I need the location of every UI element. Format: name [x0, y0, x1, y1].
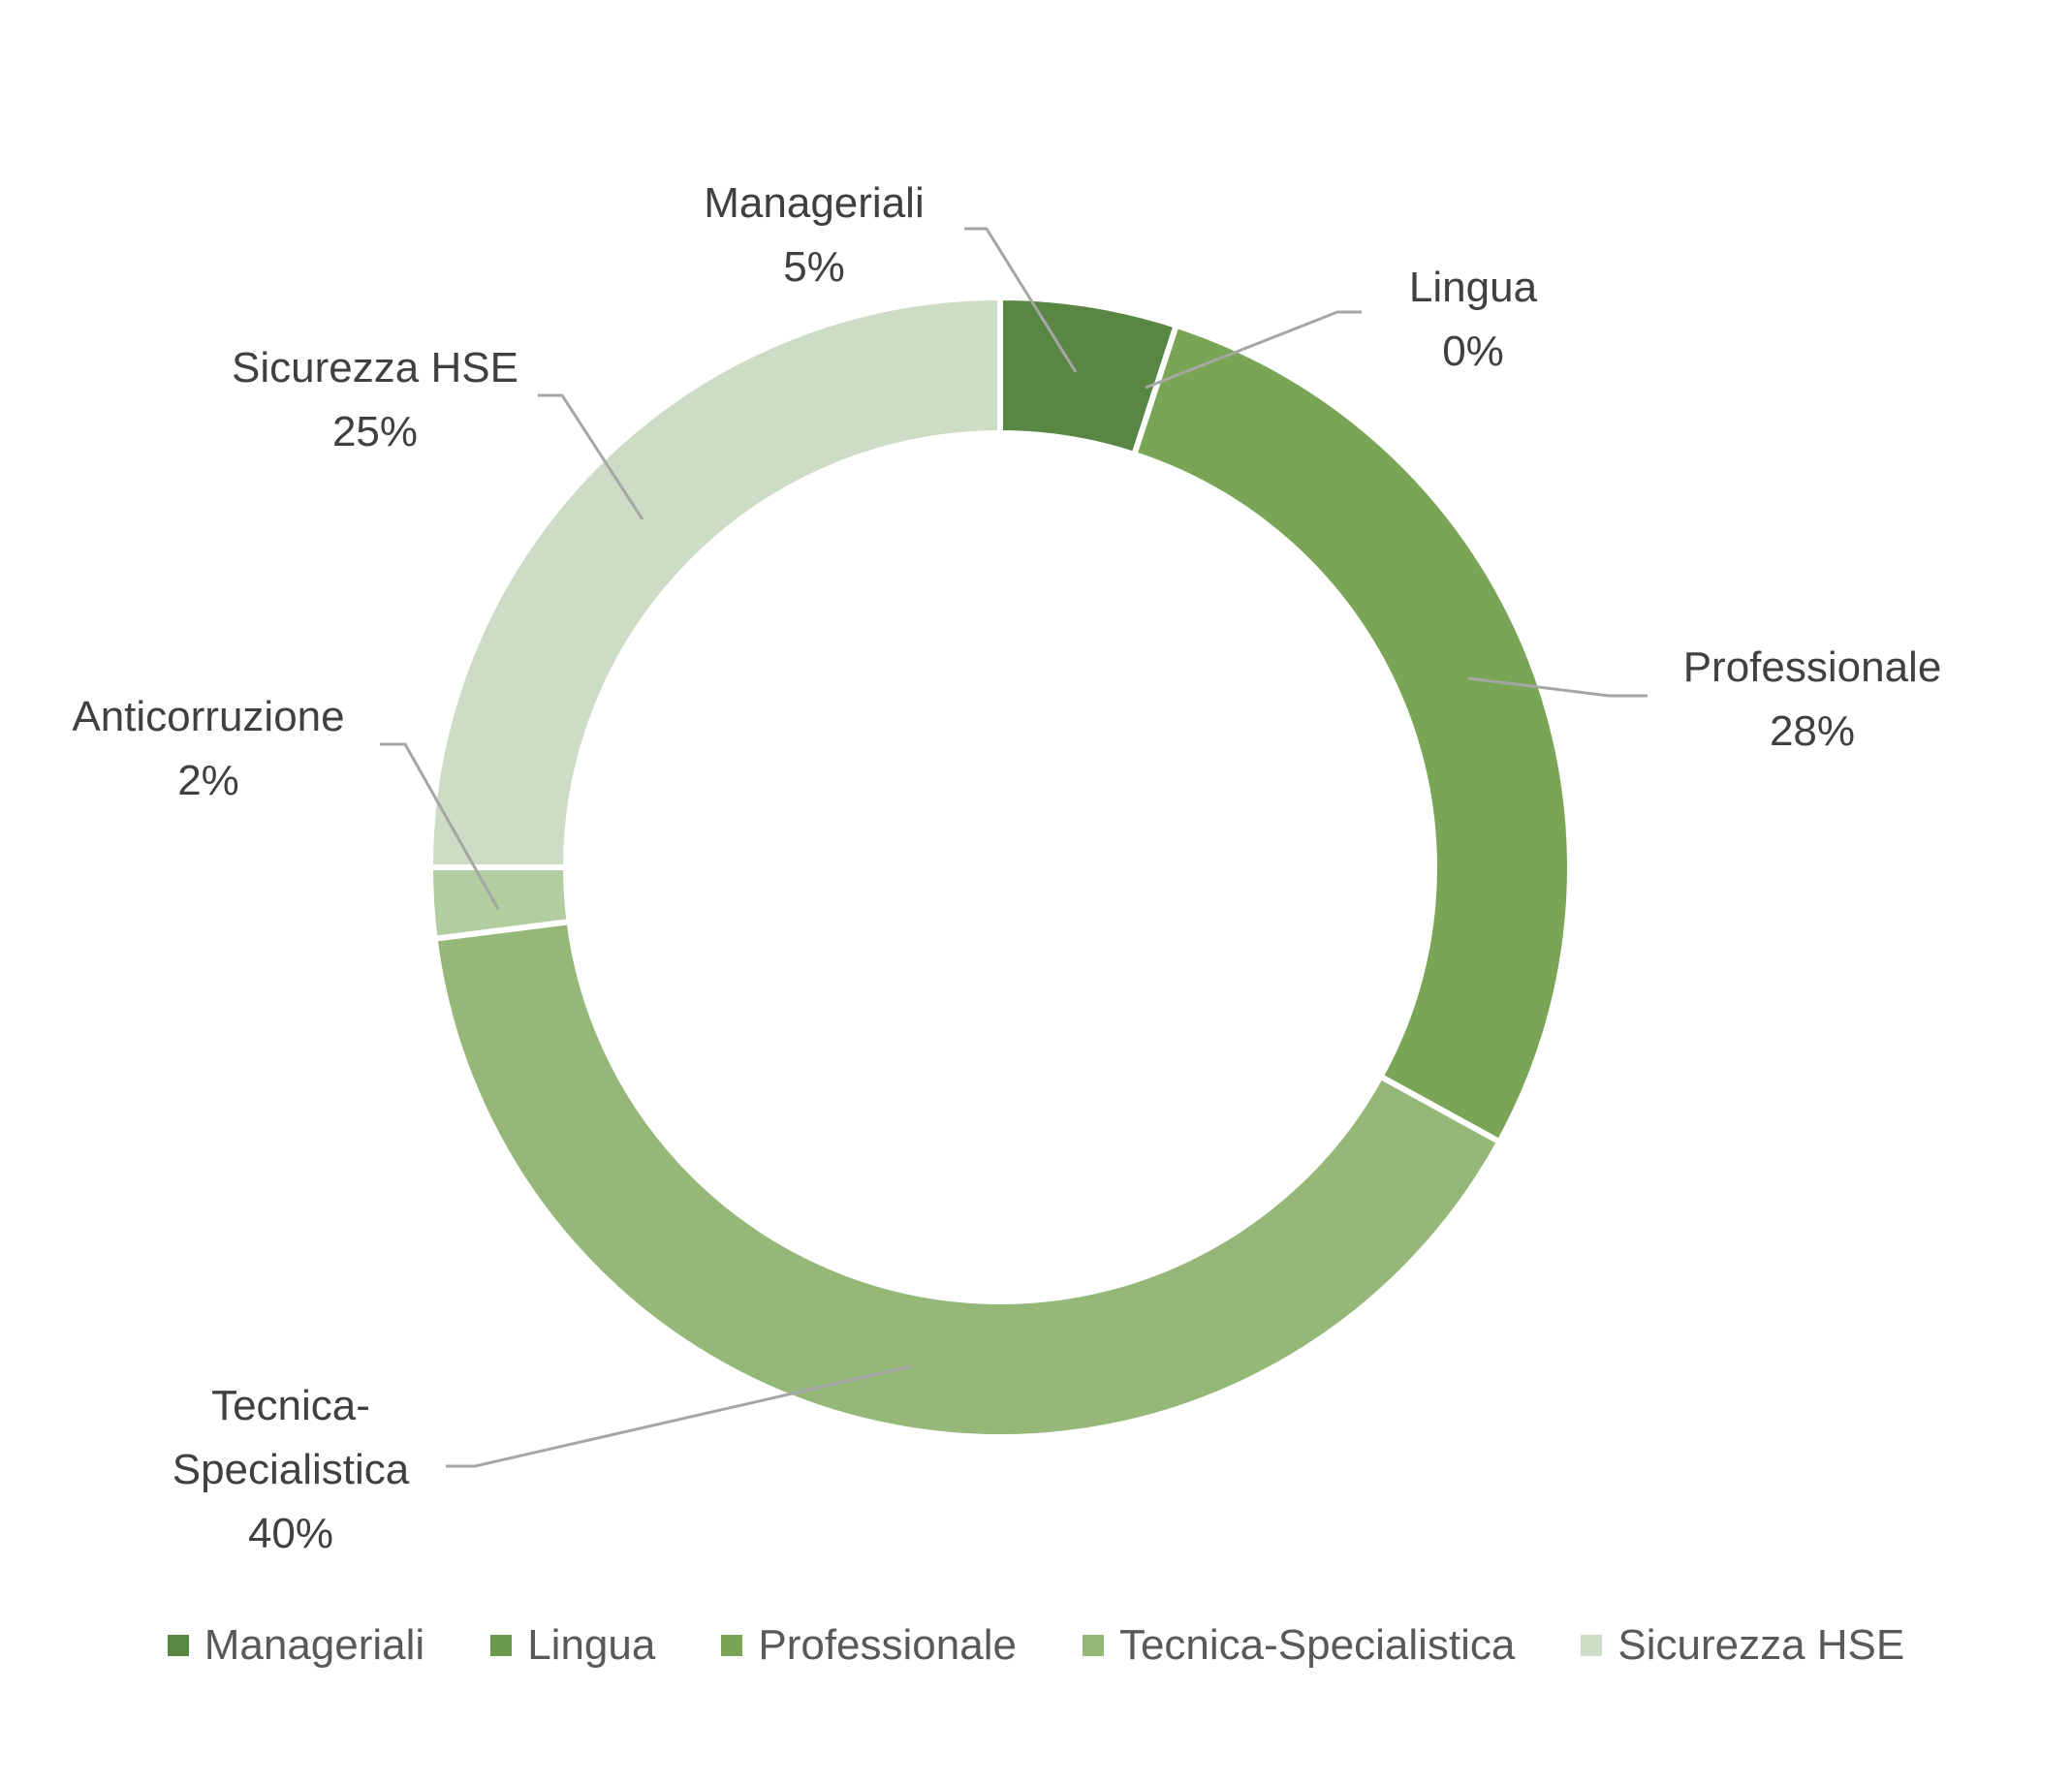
data-label-text: 0% — [1442, 328, 1504, 375]
data-label-anticorruzione: Anticorruzione 2% — [72, 685, 344, 813]
data-label-lingua: Lingua 0% — [1409, 256, 1537, 384]
leader-line-lingua — [1145, 310, 1362, 390]
legend-label: Lingua — [527, 1621, 656, 1669]
legend-label: Manageriali — [204, 1621, 425, 1669]
legend-swatch — [1581, 1635, 1603, 1656]
legend-label: Sicurezza HSE — [1617, 1621, 1905, 1669]
data-label-text: 28% — [1769, 707, 1856, 755]
legend-item-tecnica-specialistica: Tecnica-Specialistica — [1082, 1621, 1516, 1670]
leader-line-anticorruzione — [380, 742, 500, 910]
data-label-text: 40% — [247, 1510, 334, 1557]
data-label-text: Professionale — [1682, 643, 1942, 691]
chart-legend: Manageriali Lingua Professionale Tecnica-Sp… — [0, 1621, 2072, 1670]
data-label-professionale: Professionale 28% — [1683, 636, 1942, 764]
leader-line-sicurezza-hse — [538, 393, 644, 520]
legend-item-manageriali: Manageriali — [167, 1621, 425, 1670]
data-label-sicurezza-hse: Sicurezza HSE 25% — [232, 336, 518, 464]
legend-label: Professionale — [758, 1621, 1017, 1669]
legend-item-sicurezza-hse: Sicurezza HSE — [1581, 1621, 1904, 1670]
data-label-text: Specialistica — [172, 1446, 410, 1493]
data-label-text: 25% — [331, 408, 419, 455]
data-label-text: Lingua — [1408, 264, 1538, 311]
data-label-text: Sicurezza HSE — [232, 344, 518, 391]
legend-swatch — [1082, 1635, 1104, 1656]
data-label-text: Anticorruzione — [72, 693, 345, 740]
data-label-text: Manageriali — [704, 179, 925, 227]
data-label-text: 5% — [783, 243, 845, 291]
legend-item-lingua: Lingua — [490, 1621, 655, 1670]
data-label-manageriali: Manageriali 5% — [704, 172, 924, 299]
legend-swatch — [490, 1635, 513, 1656]
data-label-text: Tecnica- — [211, 1382, 370, 1429]
data-label-tecnica-specialistica: Tecnica- Specialistica 40% — [173, 1374, 410, 1566]
legend-label: Tecnica-Specialistica — [1118, 1621, 1516, 1669]
leader-line-manageriali — [964, 227, 1078, 373]
leader-line-professionale — [1467, 676, 1648, 698]
slice-professionale — [1130, 321, 1573, 1146]
data-label-text: 2% — [177, 757, 239, 804]
legend-swatch — [721, 1635, 743, 1656]
slice-tecnica-specialistica — [431, 918, 1504, 1440]
legend-item-professionale: Professionale — [721, 1621, 1017, 1670]
slice-sicurezza-hse — [426, 294, 1003, 870]
legend-swatch — [167, 1635, 189, 1656]
leader-line-tecnica-specialistica — [446, 1364, 912, 1468]
